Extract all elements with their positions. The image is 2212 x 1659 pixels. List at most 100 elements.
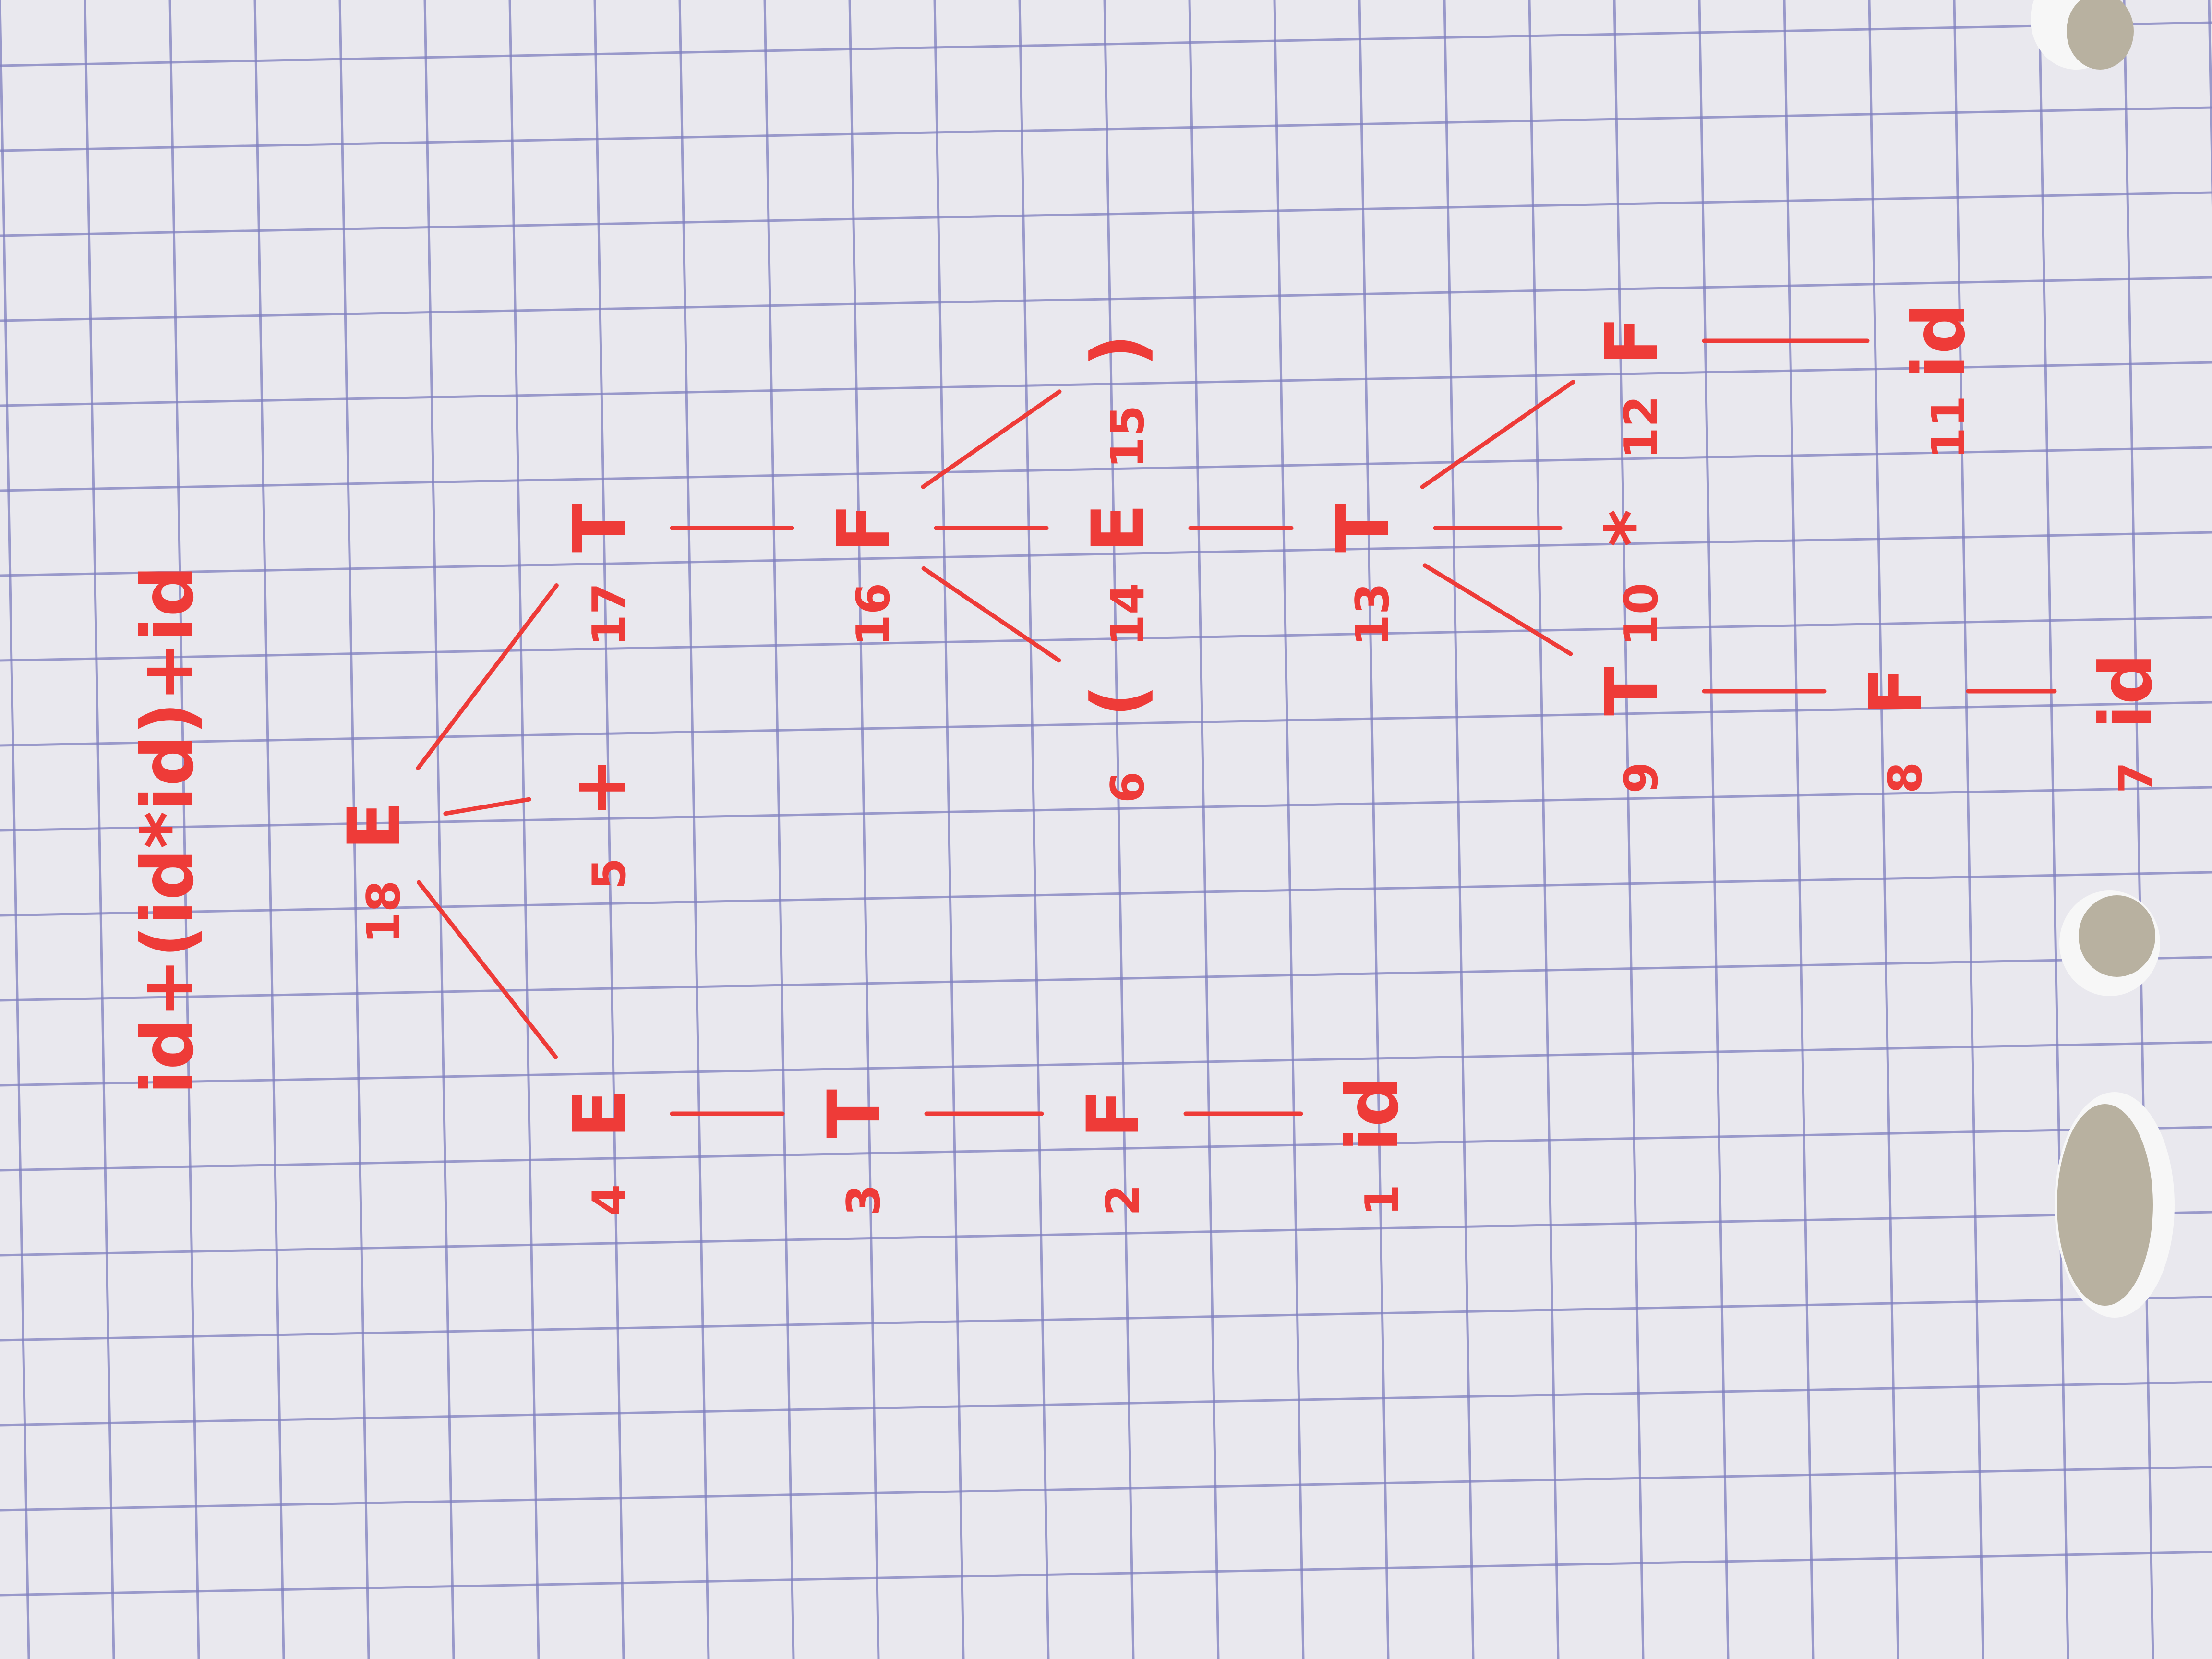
tree-edge-n13-n9 <box>1422 563 1573 656</box>
node-number: 16 <box>847 583 900 646</box>
tree-node-n11: id 11 <box>1898 303 1981 459</box>
tree-node-n12: F 12 <box>1590 316 1674 459</box>
node-label: id <box>2085 653 2168 730</box>
node-number: 5 <box>583 858 636 890</box>
tree-edge-n16-n15 <box>921 389 1062 489</box>
node-label: ) <box>1077 334 1160 367</box>
grid-line <box>0 1466 2212 1512</box>
grid-line <box>1783 0 1815 1659</box>
tree-node-n7: id 7 <box>2085 653 2168 793</box>
grid-line <box>1613 0 1645 1659</box>
grid-line <box>0 1126 2212 1172</box>
expression-text: id+(id*id)+id <box>126 565 210 1094</box>
node-label: ( <box>1077 685 1160 718</box>
grid-line <box>253 0 285 1659</box>
tree-edge-n13-n12 <box>1420 380 1575 489</box>
tree-edge-n18-n17 <box>416 583 559 770</box>
grid-line <box>1953 0 1984 1659</box>
node-label: F <box>1072 1089 1155 1138</box>
grid-line <box>933 0 965 1659</box>
grid-line <box>0 21 2212 67</box>
tree-node-n16: F 16 <box>822 504 906 646</box>
grid-line <box>0 956 2212 1002</box>
grid-line <box>0 1381 2212 1427</box>
grid-line <box>0 1296 2212 1342</box>
node-number: 7 <box>2110 762 2163 793</box>
node-number: 9 <box>1615 762 1668 793</box>
tree-node-n2: F2 <box>1072 1089 1155 1216</box>
grid-line <box>1868 0 1899 1659</box>
node-number: 18 <box>358 880 410 944</box>
grid-line <box>0 871 2212 917</box>
tree-node-n6: (6 <box>1077 685 1160 803</box>
node-label: T <box>1322 504 1405 553</box>
node-number: 1 <box>1356 1184 1409 1216</box>
binder-hole <box>2057 1104 2153 1306</box>
node-number: 6 <box>1102 771 1154 803</box>
node-label: E <box>558 1089 642 1138</box>
tree-node-n1: id 1 <box>1331 1076 1415 1216</box>
node-label: id <box>1898 303 1981 379</box>
grid-line <box>338 0 370 1659</box>
node-label: T <box>813 1089 896 1138</box>
node-number: 2 <box>1097 1184 1150 1216</box>
grid-line <box>0 276 2212 322</box>
binder-hole <box>2067 0 2134 70</box>
grid-line <box>0 1211 2212 1257</box>
binder-holes <box>2031 0 2175 1318</box>
node-label: id <box>1331 1076 1415 1152</box>
grid-line <box>508 0 540 1659</box>
grid-line <box>0 701 2212 747</box>
tree-node-n10: * 10 <box>1590 509 1674 646</box>
tree-node-n17: T 17 <box>558 504 642 646</box>
node-number: 17 <box>583 583 636 646</box>
grid-line <box>848 0 880 1659</box>
tree-node-n15: ) 15 <box>1077 334 1160 469</box>
grid-line <box>1018 0 1050 1659</box>
binder-hole <box>2079 895 2155 977</box>
tree-node-n3: T3 <box>813 1089 896 1216</box>
node-number: 10 <box>1615 583 1668 646</box>
grid-line <box>0 361 2212 407</box>
node-label: F <box>1854 667 1938 716</box>
grid-line <box>1698 0 1730 1659</box>
tree-node-n4: E4 <box>558 1089 642 1216</box>
node-label: E <box>333 801 416 850</box>
node-number: 15 <box>1102 405 1154 469</box>
node-label: + <box>558 757 642 817</box>
node-label: F <box>1590 316 1674 365</box>
tree-node-n14: E 14 <box>1077 504 1160 646</box>
node-number: 12 <box>1615 396 1668 459</box>
node-label: E <box>1077 504 1160 553</box>
grid-line <box>0 1041 2212 1087</box>
grid-line <box>168 0 200 1659</box>
grid-line <box>1103 0 1135 1659</box>
grid-line <box>1528 0 1560 1659</box>
grid-line <box>1273 0 1305 1659</box>
tree-node-n9: T9 <box>1590 667 1674 793</box>
tree-node-n8: F8 <box>1854 667 1938 793</box>
node-number: 3 <box>838 1184 890 1216</box>
grid-line <box>0 191 2212 237</box>
tree-node-n18: E 18 <box>333 801 416 944</box>
tree-edge-n18-n4 <box>416 880 558 1059</box>
node-number: 8 <box>1879 762 1932 793</box>
grid-line <box>0 446 2212 492</box>
node-number: 14 <box>1102 583 1154 646</box>
node-label: F <box>822 504 906 553</box>
grid-line <box>1188 0 1220 1659</box>
node-number: 4 <box>583 1184 636 1216</box>
parse-tree-nodes: E4T3F2id1+5E18T17F16(6E14)15T13T9F8id7*1… <box>333 303 2168 1216</box>
grid-line <box>1443 0 1475 1659</box>
tree-node-n13: T 13 <box>1322 504 1405 646</box>
grid-line <box>678 0 710 1659</box>
node-number: 13 <box>1346 583 1399 646</box>
grid-line <box>593 0 625 1659</box>
tree-edge-n16-n6 <box>921 566 1061 663</box>
parse-tree-edges <box>416 338 2057 1116</box>
grid-line <box>2038 0 2069 1659</box>
tree-node-n5: +5 <box>558 757 642 890</box>
grid-line <box>0 531 2212 577</box>
